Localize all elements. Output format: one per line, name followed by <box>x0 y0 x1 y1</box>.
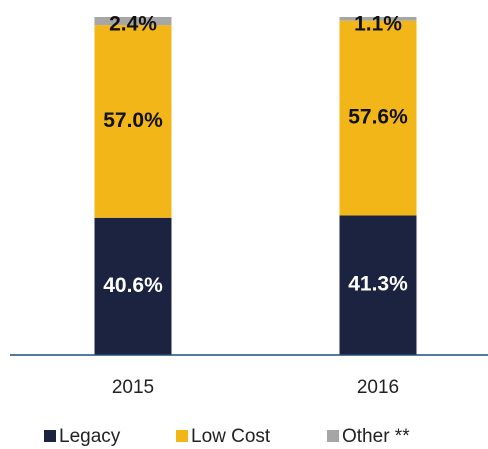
x-tick-label: 2016 <box>357 377 399 398</box>
bar-segment <box>94 17 172 26</box>
data-label: 40.6% <box>103 274 163 297</box>
legend-swatch <box>327 430 339 442</box>
legend-swatch <box>176 430 188 442</box>
bar-segment <box>339 215 417 355</box>
data-label: 41.3% <box>348 273 408 296</box>
data-label: 2.4% <box>109 13 157 36</box>
data-label: 57.6% <box>348 106 408 129</box>
bar-segment <box>339 17 417 21</box>
bar-segment <box>339 20 417 216</box>
bar-segment <box>94 25 172 218</box>
legend-label: Legacy <box>59 426 121 447</box>
data-label: 1.1% <box>354 13 402 36</box>
legend-label: Other ** <box>342 426 410 447</box>
x-tick-label: 2015 <box>112 377 154 398</box>
bar-segment <box>94 217 172 355</box>
legend-swatch <box>44 430 56 442</box>
legend-label: Low Cost <box>191 426 271 447</box>
data-label: 57.0% <box>103 109 163 132</box>
